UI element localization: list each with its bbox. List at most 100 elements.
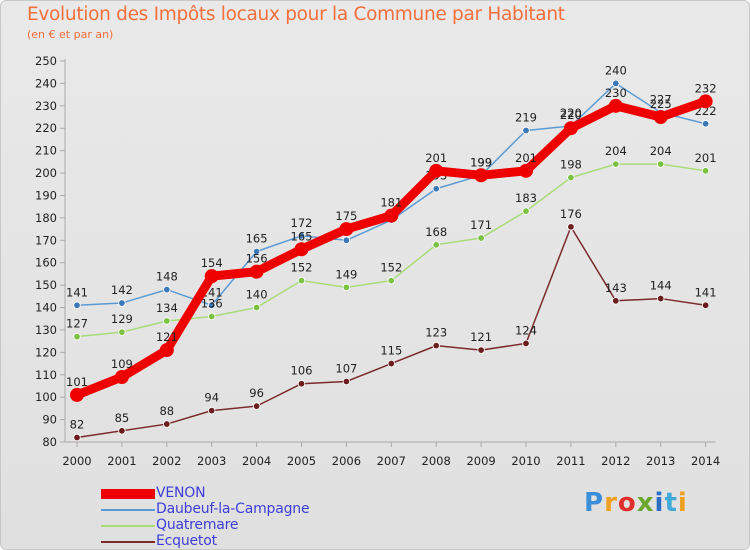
y-tick-label: 200: [35, 166, 57, 180]
data-point-ecquetot: [342, 377, 351, 386]
data-point-venon: [339, 222, 354, 237]
data-label-quatremare: 152: [380, 261, 402, 275]
data-point-venon: [70, 387, 84, 402]
data-point-quatremare: [73, 332, 81, 341]
data-label-venon: 232: [695, 81, 717, 95]
data-label-ecquetot: 85: [115, 411, 130, 425]
data-point-venon: [698, 94, 713, 109]
data-label-venon: 230: [605, 86, 627, 100]
data-point-ecquetot: [207, 406, 216, 415]
x-tick-label: 2011: [556, 454, 585, 468]
data-label-quatremare: 171: [470, 218, 492, 232]
data-point-daubeuf-la-campagne: [73, 301, 81, 309]
data-label-quatremare: 204: [605, 144, 627, 158]
data-label-venon: 175: [335, 209, 357, 223]
data-point-daubeuf-la-campagne: [252, 247, 261, 256]
y-tick-label: 80: [42, 435, 57, 449]
data-point-daubeuf-la-campagne: [432, 185, 440, 193]
data-point-venon: [249, 264, 264, 279]
data-label-venon: 154: [201, 256, 223, 270]
data-label-venon: 109: [111, 357, 133, 371]
data-label-ecquetot: 176: [560, 207, 582, 221]
data-label-ecquetot: 144: [650, 279, 672, 293]
data-point-daubeuf-la-campagne: [701, 120, 710, 128]
data-label-daubeuf-la-campagne: 142: [111, 283, 133, 297]
data-point-quatremare: [297, 276, 306, 285]
data-point-venon: [519, 163, 533, 178]
data-label-daubeuf-la-campagne: 240: [605, 63, 627, 77]
data-point-quatremare: [657, 160, 665, 168]
y-tick-label: 140: [35, 301, 57, 315]
data-label-ecquetot: 88: [159, 404, 174, 418]
chart-subtitle: (en € et par an): [27, 28, 114, 41]
x-tick-label: 2002: [152, 454, 181, 468]
data-label-quatremare: 140: [246, 288, 268, 302]
data-label-daubeuf-la-campagne: 141: [66, 285, 88, 299]
data-point-ecquetot: [701, 301, 710, 309]
x-tick-label: 2000: [62, 454, 91, 468]
data-point-quatremare: [432, 241, 440, 249]
data-label-quatremare: 129: [111, 312, 133, 326]
data-point-ecquetot: [612, 297, 620, 305]
data-label-quatremare: 136: [201, 296, 223, 310]
data-point-quatremare: [612, 160, 620, 168]
x-tick-label: 2001: [107, 454, 136, 468]
data-label-venon: 220: [560, 108, 582, 122]
y-tick-label: 100: [35, 390, 57, 404]
data-label-venon: 156: [246, 252, 268, 266]
data-label-daubeuf-la-campagne: 172: [291, 216, 313, 230]
data-point-ecquetot: [657, 294, 665, 303]
data-point-ecquetot: [163, 420, 171, 428]
legend-swatch: [101, 489, 155, 499]
data-label-daubeuf-la-campagne: 227: [650, 93, 672, 107]
data-label-daubeuf-la-campagne: 219: [515, 110, 537, 124]
data-point-quatremare: [207, 312, 216, 321]
y-tick-label: 130: [35, 323, 57, 337]
data-point-venon: [608, 98, 623, 113]
legend-label: Daubeuf-la-Campagne: [156, 501, 310, 517]
data-label-quatremare: 134: [156, 301, 178, 315]
data-label-ecquetot: 106: [291, 364, 313, 378]
data-point-quatremare: [342, 283, 351, 292]
data-point-ecquetot: [387, 359, 395, 368]
data-point-ecquetot: [567, 223, 575, 231]
x-tick-label: 2013: [646, 454, 675, 468]
data-label-ecquetot: 96: [249, 386, 264, 400]
data-point-venon: [563, 121, 578, 136]
y-tick-label: 210: [35, 144, 57, 158]
y-tick-label: 170: [35, 233, 57, 247]
chart-title: Evolution des Impôts locaux pour la Comm…: [27, 4, 565, 25]
x-tick-label: 2008: [422, 454, 451, 468]
legend-label: Quatremare: [156, 517, 239, 533]
y-tick-label: 190: [35, 188, 57, 202]
data-point-venon: [204, 269, 219, 284]
y-tick-label: 230: [35, 99, 57, 113]
data-label-venon: 201: [425, 151, 447, 165]
data-label-venon: 225: [650, 97, 672, 111]
data-point-ecquetot: [477, 346, 485, 354]
data-label-quatremare: 201: [695, 151, 717, 165]
data-label-quatremare: 183: [515, 191, 537, 205]
data-label-daubeuf-la-campagne: 220: [560, 106, 582, 120]
x-tick-label: 2005: [287, 454, 316, 468]
data-label-daubeuf-la-campagne: 199: [470, 155, 492, 169]
data-point-quatremare: [567, 173, 575, 182]
data-point-ecquetot: [73, 433, 81, 442]
data-label-venon: 101: [66, 375, 88, 389]
data-point-quatremare: [387, 276, 395, 285]
y-tick-label: 250: [35, 54, 57, 68]
y-tick-label: 240: [35, 76, 57, 90]
data-point-ecquetot: [118, 427, 126, 435]
data-point-quatremare: [118, 328, 126, 336]
x-tick-label: 2014: [691, 454, 720, 468]
data-point-ecquetot: [252, 402, 261, 410]
data-label-quatremare: 127: [66, 317, 88, 331]
data-point-daubeuf-la-campagne: [522, 126, 530, 135]
data-point-venon: [294, 242, 309, 257]
data-point-daubeuf-la-campagne: [612, 79, 620, 88]
data-point-quatremare: [252, 303, 261, 312]
data-label-ecquetot: 94: [204, 391, 219, 405]
data-point-venon: [474, 168, 489, 183]
x-tick-label: 2012: [601, 454, 630, 468]
data-point-quatremare: [701, 167, 710, 175]
